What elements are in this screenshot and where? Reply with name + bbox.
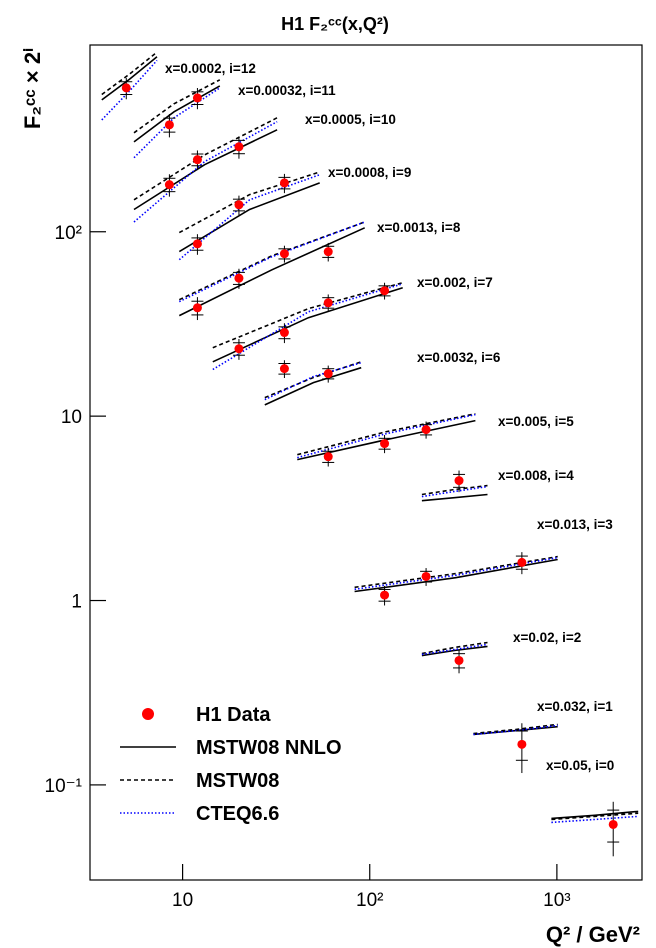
data-point: [279, 328, 289, 338]
x-tick-label: 10: [172, 890, 193, 911]
data-point: [323, 298, 333, 308]
y-tick-label: 1: [71, 592, 82, 613]
data-point: [421, 571, 431, 581]
bin-label: x=0.00032, i=11: [238, 83, 336, 98]
legend-swatch: [142, 708, 154, 720]
data-point: [454, 655, 464, 665]
data-point: [192, 93, 202, 103]
data-point: [380, 590, 390, 600]
data-point: [234, 273, 244, 283]
bin-label: x=0.02, i=2: [513, 630, 581, 645]
data-point: [164, 120, 174, 130]
data-point: [164, 180, 174, 190]
x-tick-label: 10³: [543, 890, 570, 911]
data-point: [192, 155, 202, 165]
data-point: [234, 142, 244, 152]
bin-label: x=0.0002, i=12: [165, 61, 256, 76]
data-point: [192, 239, 202, 249]
data-point: [279, 249, 289, 259]
plot-frame: [89, 44, 643, 881]
legend-label: H1 Data: [196, 704, 271, 726]
y-axis-label: F₂ᶜᶜ × 2ⁱ: [20, 48, 45, 129]
data-point: [121, 83, 131, 93]
data-point: [323, 247, 333, 257]
data-point: [234, 344, 244, 354]
bin-label: x=0.0005, i=10: [305, 112, 396, 127]
bin-label: x=0.0008, i=9: [328, 165, 411, 180]
data-point: [323, 452, 333, 462]
legend-label: MSTW08 NNLO: [196, 737, 342, 759]
y-tick-label: 10²: [55, 223, 82, 244]
bin-label: x=0.008, i=4: [498, 468, 574, 483]
y-tick-label: 10: [61, 407, 82, 428]
data-point: [517, 557, 527, 567]
legend-label: CTEQ6.6: [196, 803, 279, 825]
data-point: [608, 819, 618, 829]
data-point: [421, 425, 431, 435]
data-point: [279, 364, 289, 374]
data-point: [323, 369, 333, 379]
bin-label: x=0.013, i=3: [537, 517, 613, 532]
data-point: [279, 178, 289, 188]
chart-title: H1 F₂ᶜᶜ(x,Q²): [281, 14, 389, 34]
data-point: [234, 200, 244, 210]
y-tick-label: 10⁻¹: [45, 776, 83, 797]
data-point: [192, 303, 202, 313]
x-tick-label: 10²: [356, 890, 383, 911]
legend-label: MSTW08: [196, 770, 279, 792]
curve: [101, 51, 639, 821]
data-point: [380, 286, 390, 296]
data-point: [380, 439, 390, 449]
bin-label: x=0.0013, i=8: [377, 220, 461, 235]
bin-label: x=0.0032, i=6: [417, 350, 501, 365]
bin-label: x=0.002, i=7: [417, 275, 493, 290]
x-axis-label: Q² / GeV²: [546, 922, 640, 947]
bin-label: x=0.005, i=5: [498, 414, 574, 429]
data-point: [517, 739, 527, 749]
bin-label: x=0.032, i=1: [537, 699, 613, 714]
data-point: [454, 476, 464, 486]
bin-label: x=0.05, i=0: [546, 758, 614, 773]
